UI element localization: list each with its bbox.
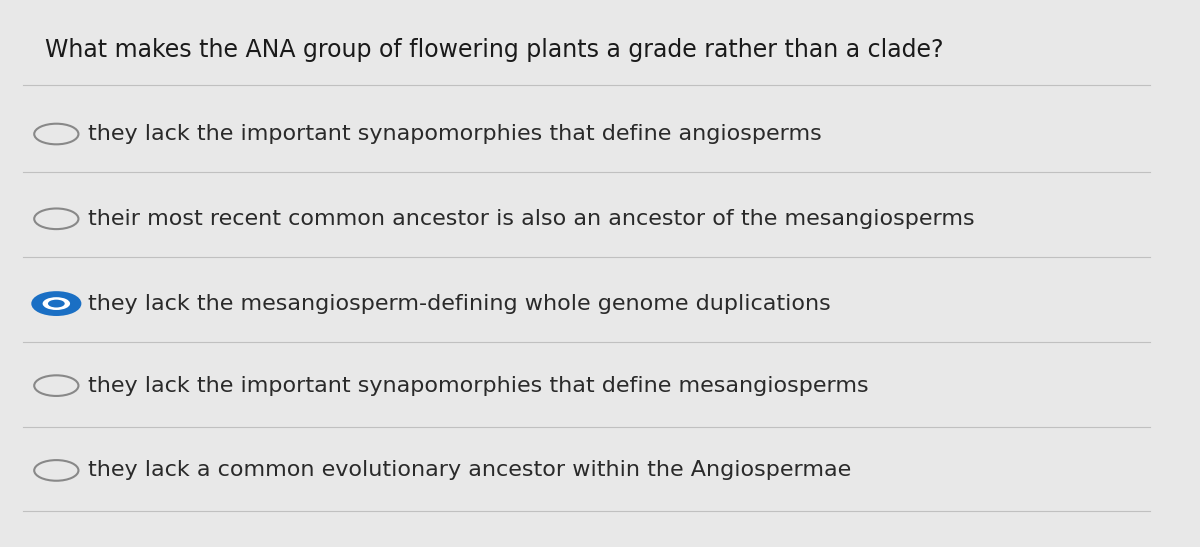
Circle shape (35, 124, 78, 144)
Circle shape (35, 375, 78, 396)
Circle shape (35, 460, 78, 481)
Circle shape (32, 293, 80, 315)
Text: they lack the important synapomorphies that define angiosperms: they lack the important synapomorphies t… (88, 124, 822, 144)
Text: they lack a common evolutionary ancestor within the Angiospermae: they lack a common evolutionary ancestor… (88, 461, 851, 480)
Text: they lack the important synapomorphies that define mesangiosperms: they lack the important synapomorphies t… (88, 376, 869, 395)
Circle shape (35, 208, 78, 229)
Text: their most recent common ancestor is also an ancestor of the mesangiosperms: their most recent common ancestor is als… (88, 209, 974, 229)
Text: What makes the ANA group of flowering plants a grade rather than a clade?: What makes the ANA group of flowering pl… (44, 38, 943, 62)
Circle shape (43, 297, 70, 310)
Circle shape (48, 300, 65, 307)
Text: they lack the mesangiosperm-defining whole genome duplications: they lack the mesangiosperm-defining who… (88, 294, 830, 313)
